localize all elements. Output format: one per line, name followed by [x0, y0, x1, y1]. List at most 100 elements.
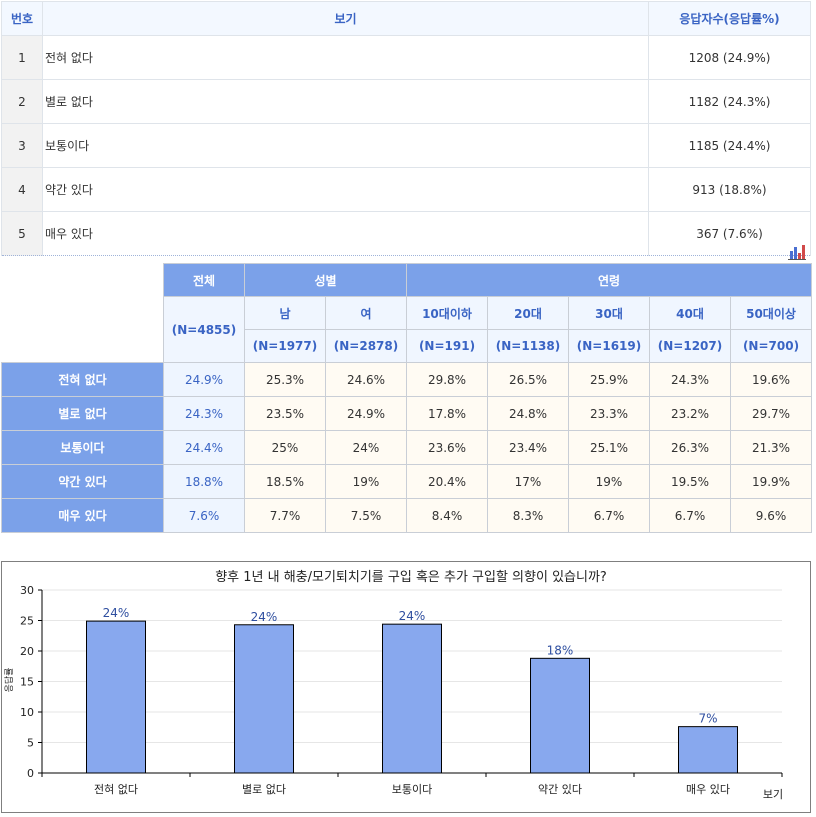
age-header: 연령 [405, 263, 813, 297]
table-row: 1 전혀 없다 1208 (24.9%) [1, 35, 811, 80]
response-summary-table: 번호 보기 응답자수(응답률%) 1 전혀 없다 1208 (24.9%) 2 … [1, 1, 811, 256]
row-option-label: 전혀 없다 [42, 35, 649, 80]
data-cell: 18.5% [244, 464, 326, 499]
data-cell: 19% [325, 464, 407, 499]
total-cell: 18.8% [163, 464, 245, 499]
bar-chart-icon[interactable] [788, 244, 806, 260]
chart-title: 향후 1년 내 해충/모기퇴치기를 구입 혹은 추가 구입할 의향이 있습니까? [215, 570, 607, 585]
x-tick-label: 약간 있다 [538, 782, 582, 796]
table-row: 전혀 없다 24.9% 25.3% 24.6% 29.8% 26.5% 25.9… [1, 362, 813, 397]
table-row: 5 매우 있다 367 (7.6%) [1, 211, 811, 256]
bar-data-label: 7% [698, 712, 717, 726]
total-cell: 24.4% [163, 430, 245, 465]
table-row: 약간 있다 18.8% 18.5% 19% 20.4% 17% 19% 19.5… [1, 464, 813, 499]
crosstab-n-row: (N=1977) (N=2878) (N=191) (N=1138) (N=16… [2, 329, 813, 363]
data-cell: 21.3% [729, 430, 813, 465]
row-header: 보통이다 [1, 430, 164, 465]
row-option-label: 별로 없다 [42, 79, 649, 124]
subgroup-n: (N=1977) [244, 329, 326, 363]
data-cell: 23.2% [649, 396, 731, 431]
data-cell: 19.9% [729, 464, 813, 499]
row-response-value: 913 (18.8%) [648, 167, 811, 212]
subgroup-label: 여 [325, 296, 407, 330]
subgroup-n: (N=1619) [568, 329, 650, 363]
data-cell: 29.8% [406, 362, 488, 397]
table-row: 3 보통이다 1185 (24.4%) [1, 123, 811, 168]
bar [382, 623, 442, 774]
bar [234, 624, 294, 774]
row-header: 매우 있다 [1, 498, 164, 533]
data-cell: 24.8% [487, 396, 569, 431]
subgroup-label: 10대이하 [406, 296, 488, 330]
data-cell: 8.3% [487, 498, 569, 533]
data-cell: 19% [568, 464, 650, 499]
row-response-value: 1182 (24.3%) [648, 79, 811, 124]
data-cell: 19.5% [649, 464, 731, 499]
data-cell: 17% [487, 464, 569, 499]
y-tick-label: 20 [20, 645, 34, 658]
row-option-label: 매우 있다 [42, 211, 649, 256]
x-tick-label: 별로 없다 [242, 783, 286, 796]
row-option-label: 보통이다 [42, 123, 649, 168]
subgroup-n: (N=700) [729, 329, 813, 363]
y-tick-label: 0 [27, 767, 34, 780]
data-cell: 23.6% [406, 430, 488, 465]
header-number: 번호 [1, 1, 43, 36]
data-cell: 20.4% [406, 464, 488, 499]
crosstab-table: 전체 성별 연령 (N=4855) 남 여 10대이하 20대 30대 40대 … [1, 263, 813, 533]
data-cell: 8.4% [406, 498, 488, 533]
x-axis-label: 보기 [763, 788, 783, 801]
bar-chart: 향후 1년 내 해충/모기퇴치기를 구입 혹은 추가 구입할 의향이 있습니까?… [1, 561, 811, 813]
subgroup-n: (N=191) [406, 329, 488, 363]
summary-header-row: 번호 보기 응답자수(응답률%) [1, 1, 811, 36]
data-cell: 23.5% [244, 396, 326, 431]
data-cell: 24.6% [325, 362, 407, 397]
data-cell: 25.3% [244, 362, 326, 397]
data-cell: 6.7% [649, 498, 731, 533]
subgroup-label: 40대 [649, 296, 731, 330]
row-number: 5 [1, 211, 43, 256]
data-cell: 24.9% [325, 396, 407, 431]
row-header: 별로 없다 [1, 396, 164, 431]
data-cell: 23.3% [568, 396, 650, 431]
row-number: 1 [1, 35, 43, 80]
crosstab-header-row: 전체 성별 연령 [1, 263, 813, 363]
data-cell: 9.6% [729, 498, 813, 533]
row-number: 2 [1, 79, 43, 124]
subgroup-label: 30대 [568, 296, 650, 330]
total-cell: 7.6% [163, 498, 245, 533]
data-cell: 23.4% [487, 430, 569, 465]
row-response-value: 1208 (24.9%) [648, 35, 811, 80]
data-cell: 26.3% [649, 430, 731, 465]
table-row: 2 별로 없다 1182 (24.3%) [1, 79, 811, 124]
table-row: 별로 없다 24.3% 23.5% 24.9% 17.8% 24.8% 23.3… [1, 396, 813, 431]
subgroup-n: (N=1138) [487, 329, 569, 363]
bar-data-label: 24% [251, 610, 278, 624]
table-row: 매우 있다 7.6% 7.7% 7.5% 8.4% 8.3% 6.7% 6.7%… [1, 498, 813, 533]
y-tick-label: 30 [20, 584, 34, 597]
subgroup-n: (N=2878) [325, 329, 407, 363]
chart-canvas: 향후 1년 내 해충/모기퇴치기를 구입 혹은 추가 구입할 의향이 있습니까?… [3, 570, 783, 801]
bar [678, 726, 738, 774]
data-cell: 17.8% [406, 396, 488, 431]
plot-area: 0 5 10 15 20 25 30 24% 전혀 없다 24% 별로 없다 24% 보통이다 18% 약간… [20, 584, 783, 796]
crosstab-subgroup-row: (N=4855) 남 여 10대이하 20대 30대 40대 50대이상 [2, 296, 813, 363]
y-tick-label: 25 [20, 615, 34, 628]
blank-corner [1, 263, 164, 363]
bar-data-label: 18% [547, 643, 574, 657]
row-response-value: 1185 (24.4%) [648, 123, 811, 168]
y-axis-label: 응답률 [3, 668, 15, 693]
data-cell: 29.7% [729, 396, 813, 431]
row-response-value: 367 (7.6%) [648, 211, 811, 256]
gender-header: 성별 [244, 263, 407, 297]
bar [86, 620, 146, 774]
data-cell: 19.6% [729, 362, 813, 397]
data-cell: 26.5% [487, 362, 569, 397]
header-respondents: 응답자수(응답률%) [648, 1, 811, 36]
row-option-label: 약간 있다 [42, 167, 649, 212]
row-header: 약간 있다 [1, 464, 164, 499]
x-tick-label: 보통이다 [392, 783, 432, 796]
data-cell: 24.3% [649, 362, 731, 397]
table-row: 보통이다 24.4% 25% 24% 23.6% 23.4% 25.1% 26.… [1, 430, 813, 465]
subgroup-label: 50대이상 [729, 296, 813, 330]
